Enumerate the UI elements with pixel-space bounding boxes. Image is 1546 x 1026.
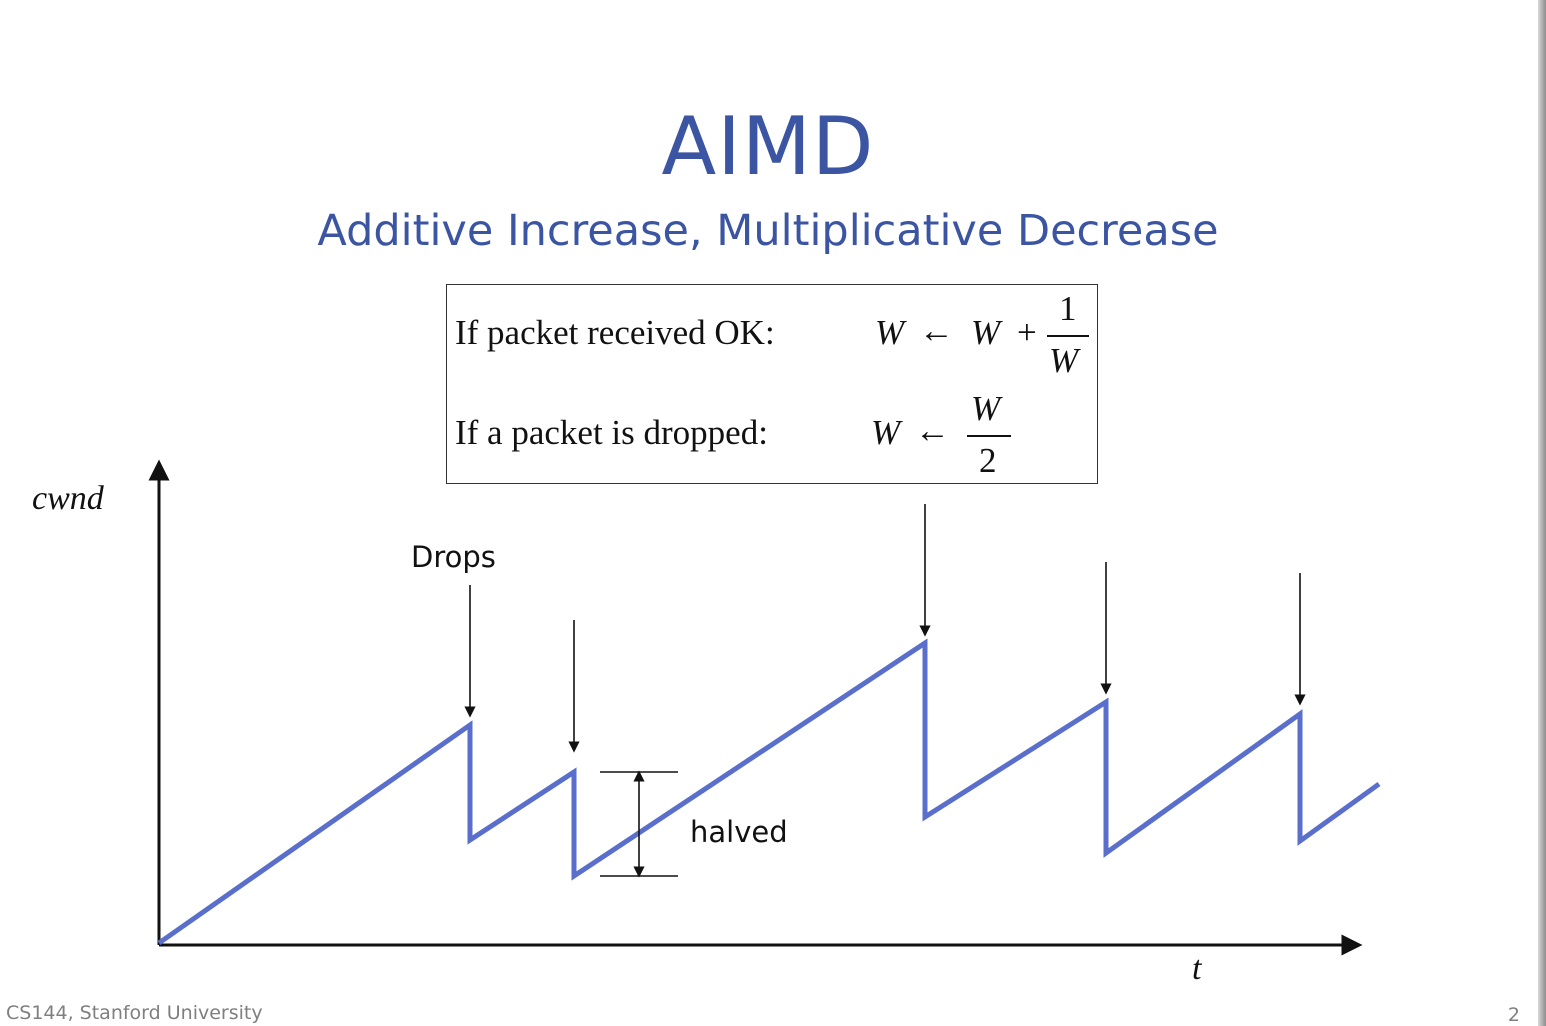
dropped-denominator: 2 <box>979 441 997 480</box>
aimd-rules-box: If packet received OK: W ← W + 1 W If a … <box>446 284 1098 484</box>
received-numerator: 1 <box>1059 289 1077 328</box>
halved-label: halved <box>690 815 788 849</box>
dropped-condition: If a packet is dropped: <box>455 413 768 452</box>
received-arrow: ← <box>919 311 954 350</box>
dropped-numerator: W <box>971 389 1001 428</box>
slide-subtitle: Additive Increase, Multiplicative Decrea… <box>317 206 1219 256</box>
drops-label: Drops <box>411 540 496 574</box>
dropped-fraction-bar <box>967 435 1011 437</box>
cwnd-line <box>157 638 1381 946</box>
received-lhs: W <box>875 313 905 352</box>
y-axis-label: cwnd <box>32 480 104 517</box>
received-denominator: W <box>1049 341 1079 380</box>
received-plus: + <box>1017 313 1037 352</box>
dropped-arrow: ← <box>915 411 950 450</box>
dropped-lhs: W <box>871 413 901 452</box>
x-axis-label: t <box>1192 950 1202 987</box>
footer-text: CS144, Stanford University <box>6 1002 263 1024</box>
received-fraction-bar <box>1047 335 1089 337</box>
slide-title: AIMD <box>661 100 875 193</box>
page-number: 2 <box>1507 1004 1520 1026</box>
received-rhs-term: W <box>971 313 1001 352</box>
slide-edge <box>1538 0 1546 1026</box>
received-condition: If packet received OK: <box>455 313 775 352</box>
